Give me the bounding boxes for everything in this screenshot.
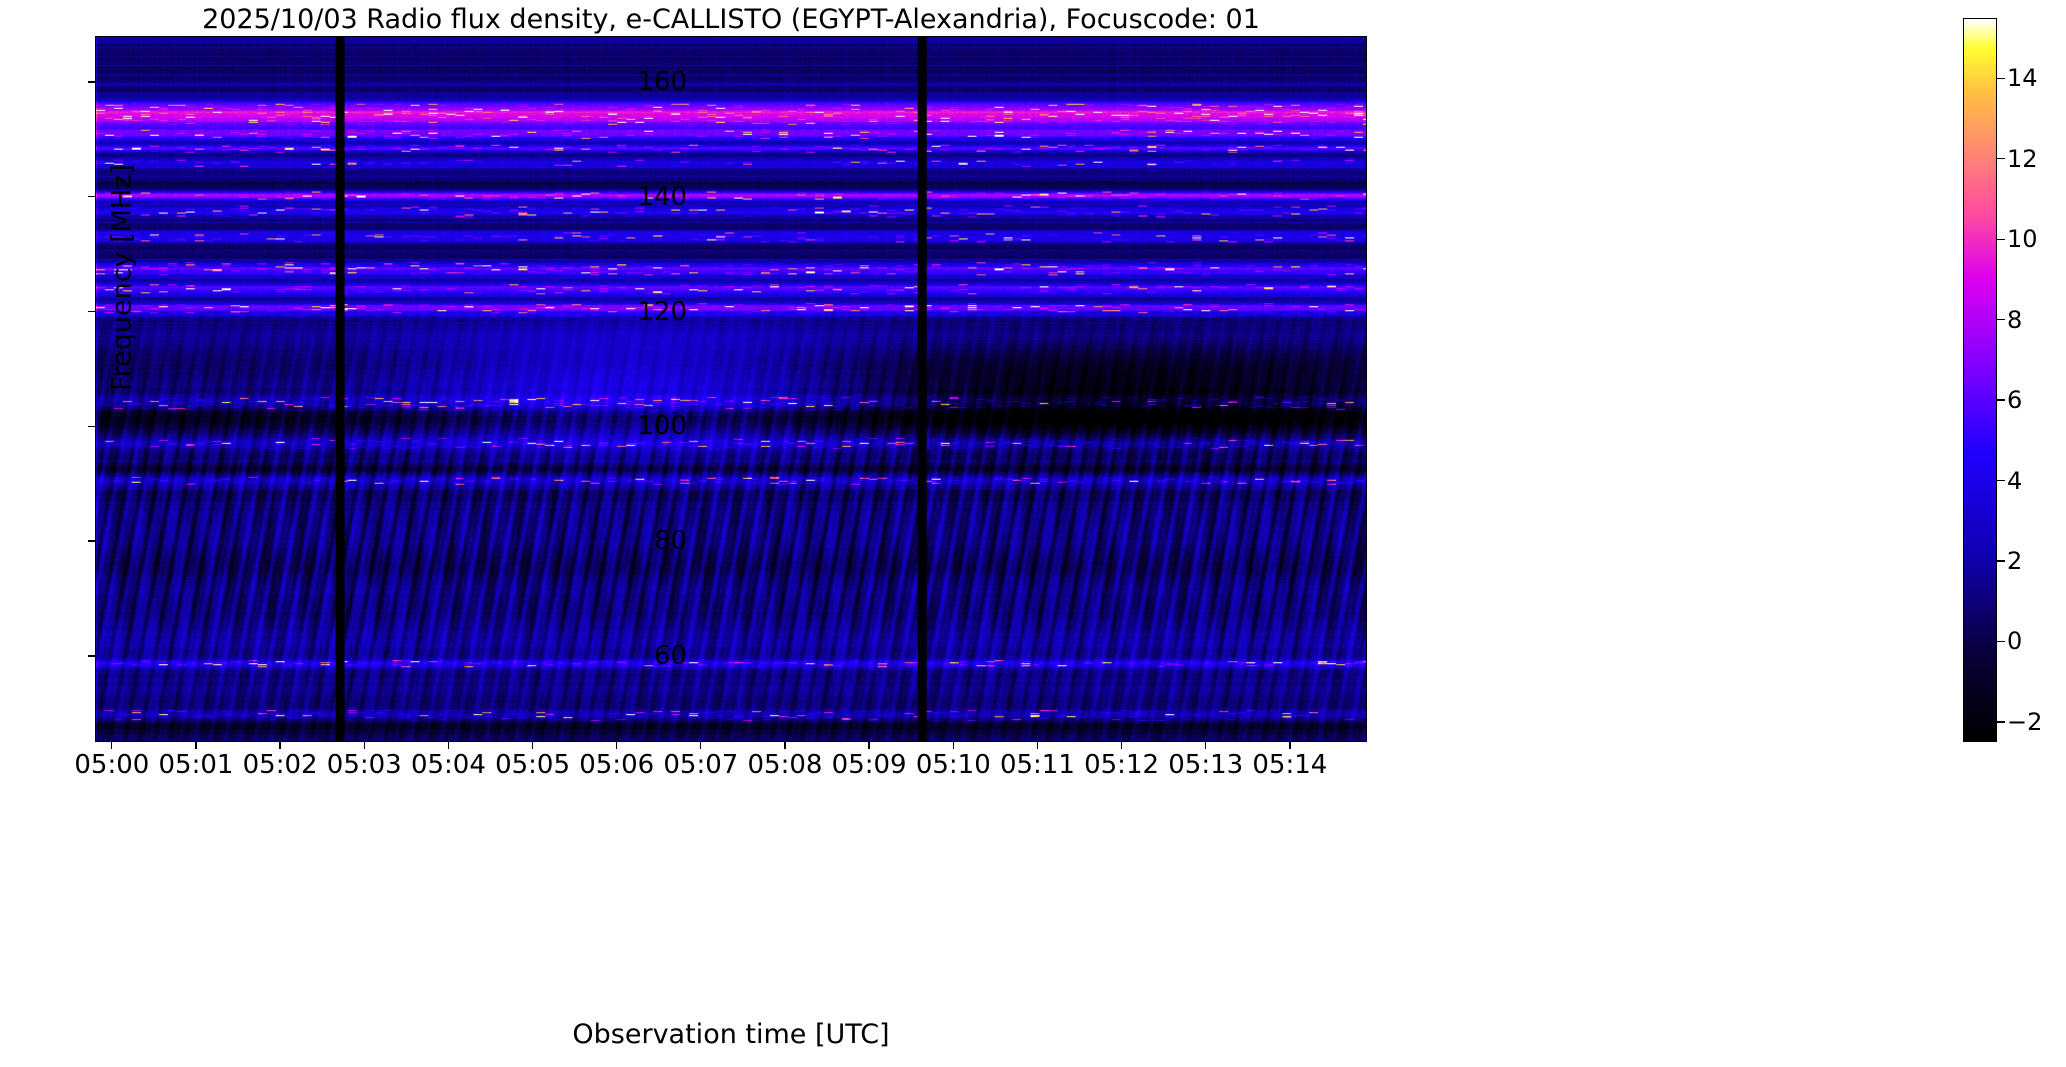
colorbar-tick-label: 8 [2007,305,2023,334]
x-axis-tick-label: 05:04 [410,750,486,780]
y-axis-tick-label: 60 [653,640,687,671]
y-axis-tick-mark [88,310,95,313]
y-axis-tick-label: 120 [637,296,687,327]
y-axis-tick-label: 80 [653,526,687,557]
colorbar-tick-label: 10 [2007,225,2038,254]
x-axis-tick-mark [868,742,870,749]
colorbar-tick-label: 6 [2007,386,2023,415]
colorbar-tick-mark [1997,560,2005,562]
colorbar-tick-mark [1997,319,2005,321]
colorbar-tick-label: 4 [2007,466,2023,495]
colorbar-tick-mark [1997,77,2005,79]
x-axis-tick-label: 05:13 [1168,750,1244,780]
x-axis-tick-mark [700,742,702,749]
colorbar-tick-label: −2 [2007,707,2043,736]
spectrogram-image[interactable] [96,37,1366,741]
x-axis-tick-mark [1036,742,1039,749]
x-axis-tick-label: 05:06 [579,750,655,780]
x-axis-tick-mark [531,742,534,749]
x-axis-label: Observation time [UTC] [572,1019,890,1050]
colorbar-tick-mark [1997,399,2005,401]
y-axis-tick-mark [88,81,95,83]
x-axis-tick-mark [279,742,281,749]
colorbar-tick-mark [1997,479,2005,482]
x-axis-tick-label: 05:14 [1252,750,1328,780]
x-axis-tick-label: 05:01 [158,750,234,780]
x-axis-tick-mark [1205,742,1207,749]
x-axis-tick-mark [952,742,954,749]
x-axis-tick-mark [616,742,618,749]
x-axis-tick-label: 05:09 [831,750,907,780]
y-axis-tick-mark [88,655,95,657]
x-axis-tick-mark [784,742,786,749]
colorbar-tick-mark [1997,721,2005,723]
x-axis-tick-label: 05:08 [747,750,823,780]
x-axis-tick-label: 05:11 [999,750,1075,780]
colorbar[interactable] [1963,18,1997,742]
x-axis-tick-label: 05:10 [915,750,991,780]
x-axis-tick-label: 05:05 [495,750,571,780]
y-axis-tick-label: 160 [637,66,687,97]
colorbar-tick-label: 12 [2007,144,2038,173]
x-axis-tick-label: 05:02 [242,750,318,780]
x-axis-tick-label: 05:00 [74,750,150,780]
colorbar-tick-mark [1997,640,2005,643]
y-axis-tick-mark [88,540,95,542]
colorbar-gradient [1964,19,1996,741]
figure-title: 2025/10/03 Radio flux density, e-CALLIST… [202,4,1260,35]
x-axis-tick-mark [1120,742,1123,749]
x-axis-tick-mark [363,742,365,749]
x-axis-tick-mark [111,742,113,749]
y-axis-tick-mark [88,196,95,198]
colorbar-tick-label: 0 [2007,627,2023,656]
y-axis-tick-label: 100 [637,411,687,442]
x-axis-tick-mark [1289,742,1291,749]
colorbar-tick-label: 2 [2007,547,2023,575]
x-axis-tick-mark [195,742,197,749]
y-axis-tick-label: 140 [637,181,687,212]
colorbar-tick-mark [1997,158,2005,160]
x-axis-tick-label: 05:03 [326,750,402,780]
y-axis-tick-mark [88,425,95,427]
colorbar-tick-mark [1997,238,2005,240]
colorbar-tick-label: 14 [2007,64,2038,93]
x-axis-tick-mark [447,742,450,749]
spectrogram-plot-area[interactable] [95,36,1367,742]
y-axis-label: Frequency [MHz] [106,164,138,391]
x-axis-tick-label: 05:12 [1084,750,1160,780]
x-axis-tick-label: 05:07 [663,750,739,780]
